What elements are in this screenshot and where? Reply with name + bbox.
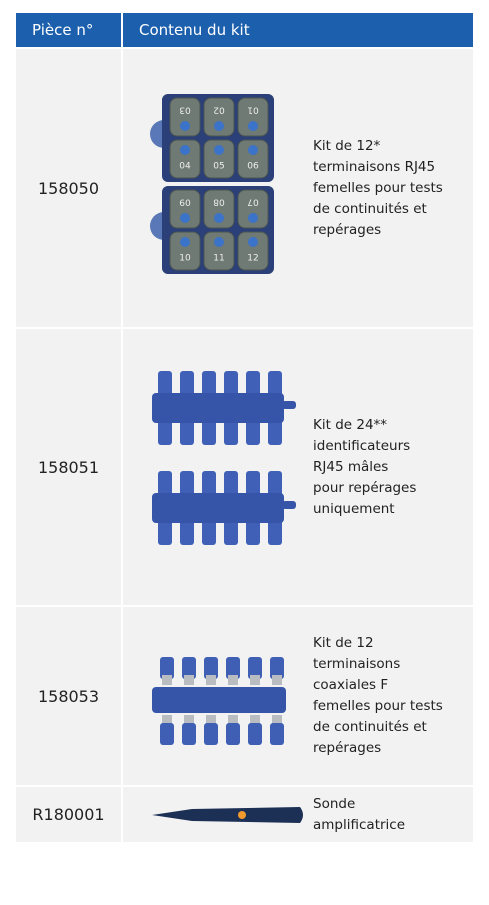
connector [162,675,172,685]
part-number: 158050 [16,49,121,327]
terminal-label: 06 [247,162,259,172]
probe-light [238,811,246,819]
description-line: RJ45 mâles [313,457,416,478]
description-line: uniquement [313,499,416,520]
terminal-label: 01 [247,105,258,115]
terminal-label: 10 [179,254,191,264]
terminal-dot [180,121,190,131]
header-content: Contenu du kit [123,13,473,47]
connector [270,723,284,745]
description-line: identificateurs [313,436,416,457]
terminal-dot [180,213,190,223]
description: Kit de 12terminaisonscoaxiales Ffemelles… [313,633,443,759]
product-image [122,329,307,605]
terminal-dot [180,237,190,247]
terminal-label: 05 [213,162,224,172]
description-line: Kit de 12* [313,136,443,157]
terminal-dot [214,145,224,155]
terminal-dot [248,145,258,155]
bar [152,393,284,423]
terminal-label: 04 [179,162,191,172]
description-line: Kit de 24** [313,415,416,436]
terminal-label: 12 [247,254,258,264]
connector [228,675,238,685]
description-line: amplificatrice [313,815,405,836]
product-image [122,607,307,785]
connector [182,723,196,745]
connector [226,723,240,745]
description-line: terminaisons RJ45 [313,157,443,178]
terminal-label: 08 [213,197,225,207]
probe [152,807,303,823]
description-line: de continuités et [313,199,443,220]
tab [282,401,296,409]
part-number: 158051 [16,329,121,605]
bar [152,493,284,523]
connector [160,723,174,745]
description-line: Sonde [313,794,405,815]
product-image [122,787,307,842]
description-line: repérages [313,220,443,241]
product-image: 03 02 01 04 05 06 09 08 07 10 11 12 [122,49,307,327]
tab [282,501,296,509]
description-line: repérages [313,738,443,759]
bar [152,687,286,713]
connector [184,675,194,685]
terminal-dot [248,213,258,223]
terminal-label: 03 [179,105,190,115]
header-part: Pièce n° [16,13,121,47]
description-line: terminaisons [313,654,443,675]
connector [206,675,216,685]
description-line: Kit de 12 [313,633,443,654]
description-line: de continuités et [313,717,443,738]
description-line: pour repérages [313,478,416,499]
terminal-dot [180,145,190,155]
terminal-label: 02 [213,105,224,115]
terminal-label: 09 [179,197,191,207]
connector [272,675,282,685]
terminal-dot [248,237,258,247]
terminal-label: 07 [247,197,258,207]
terminal-dot [214,213,224,223]
terminal-dot [214,121,224,131]
part-number: 158053 [16,607,121,785]
part-number: R180001 [16,787,121,842]
connector [204,723,218,745]
terminal-dot [248,121,258,131]
description-line: femelles pour tests [313,696,443,717]
connector [248,723,262,745]
description-line: femelles pour tests [313,178,443,199]
description-line: coaxiales F [313,675,443,696]
page: Pièce n° Contenu du kit 158050 Kit de 12*… [0,0,489,905]
connector [250,675,260,685]
terminal-label: 11 [213,254,224,264]
terminal-dot [214,237,224,247]
